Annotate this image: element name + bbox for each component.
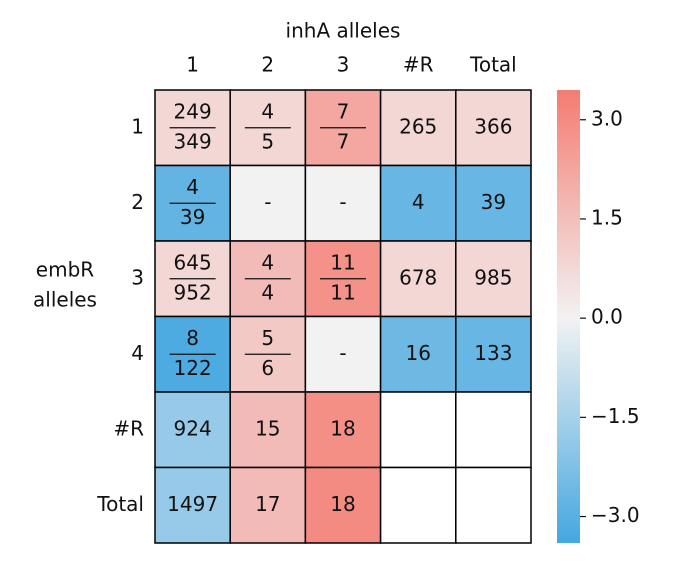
cell-label: 16 <box>405 341 430 365</box>
cell-numerator: 249 <box>174 99 212 123</box>
cell-label: 265 <box>399 114 437 138</box>
cell-numerator: 4 <box>186 175 199 199</box>
cell-label: - <box>264 190 271 214</box>
colorbar-tick-label: −3.0 <box>591 503 640 527</box>
empty-cell <box>379 391 457 469</box>
column-label: 3 <box>337 53 350 77</box>
chart-title: inhA alleles <box>286 19 401 43</box>
row-label: Total <box>96 492 144 516</box>
cell-denominator: 39 <box>180 205 205 229</box>
cell <box>154 391 231 469</box>
cell-label: 366 <box>474 114 512 138</box>
cell-denominator: 7 <box>337 129 350 153</box>
cell-label: 39 <box>481 190 506 214</box>
cell <box>154 466 231 544</box>
cell <box>455 240 532 318</box>
cell-label: 15 <box>255 416 280 440</box>
cell <box>379 240 457 318</box>
cell <box>229 391 307 469</box>
cell <box>154 240 231 318</box>
cell-numerator: 4 <box>261 250 274 274</box>
column-label: 1 <box>186 53 199 77</box>
row-label: 3 <box>131 265 144 289</box>
cell-label: 4 <box>412 190 425 214</box>
cell-label: 18 <box>330 416 355 440</box>
cell-denominator: 952 <box>174 280 212 304</box>
cell-numerator: 5 <box>261 326 274 350</box>
cell-label: 924 <box>174 416 212 440</box>
cell-label: 678 <box>399 265 437 289</box>
colorbar-tick-label: −1.5 <box>591 404 640 428</box>
cell-numerator: 11 <box>330 250 355 274</box>
cell <box>379 164 457 242</box>
cell-denominator: 6 <box>261 356 274 380</box>
cell <box>455 315 532 393</box>
colorbar-tick-label: 1.5 <box>591 205 623 229</box>
cell-label: - <box>339 341 346 365</box>
cell-numerator: 645 <box>174 250 212 274</box>
y-axis-label: alleles <box>33 288 97 312</box>
cell-numerator: 7 <box>337 99 350 123</box>
cell-denominator: 122 <box>174 356 212 380</box>
cell-denominator: 349 <box>174 129 212 153</box>
empty-cell <box>455 466 532 544</box>
cell-label: 133 <box>474 341 512 365</box>
column-label: #R <box>403 53 434 77</box>
row-label: #R <box>113 416 144 440</box>
cell <box>229 466 307 544</box>
empty-cell <box>455 391 532 469</box>
row-label: 2 <box>131 190 144 214</box>
column-label: 2 <box>261 53 274 77</box>
colorbar-tick-label: 0.0 <box>591 305 623 329</box>
cell-label: - <box>339 190 346 214</box>
column-label: Total <box>469 53 517 77</box>
cell-label: 18 <box>330 492 355 516</box>
cell <box>304 466 382 544</box>
colorbar <box>557 90 580 543</box>
cell-denominator: 5 <box>261 129 274 153</box>
y-axis-label: embR <box>36 258 94 282</box>
cell-label: 1497 <box>167 492 218 516</box>
cell <box>304 315 382 393</box>
row-label: 4 <box>131 341 144 365</box>
empty-cell <box>379 466 457 544</box>
cell-label: 17 <box>255 492 280 516</box>
cell-label: 985 <box>474 265 512 289</box>
cell-denominator: 4 <box>261 280 274 304</box>
row-label: 1 <box>131 114 144 138</box>
cell-numerator: 4 <box>261 99 274 123</box>
cell <box>455 164 532 242</box>
cell-numerator: 8 <box>186 326 199 350</box>
cell-denominator: 11 <box>330 280 355 304</box>
cell <box>379 315 457 393</box>
colorbar-tick-label: 3.0 <box>591 106 623 130</box>
